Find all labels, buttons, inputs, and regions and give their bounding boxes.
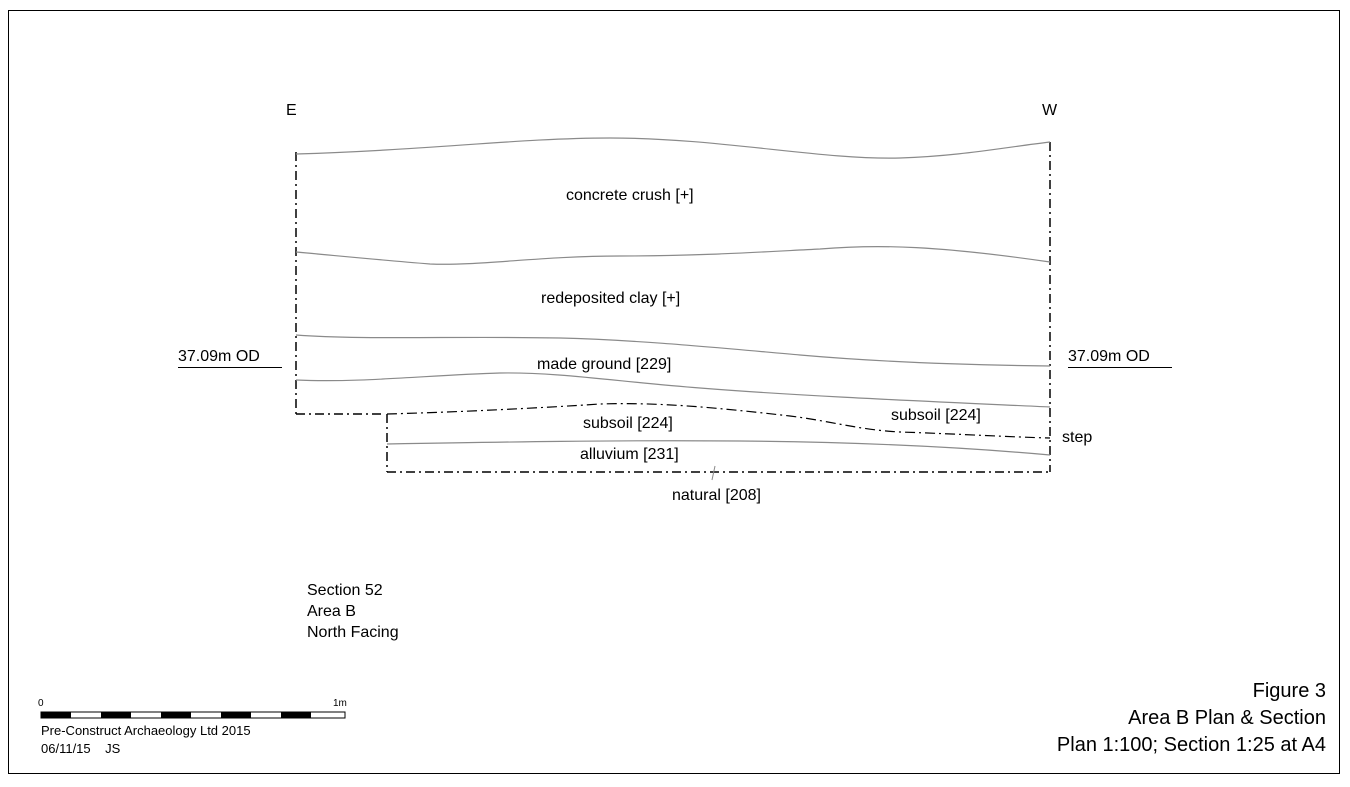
figure-number: Figure 3 — [1252, 680, 1326, 702]
section-info: Section 52 Area B North Facing — [307, 580, 399, 643]
layer-subsoil-left: subsoil [224] — [583, 415, 673, 432]
concrete-base-line — [295, 245, 1051, 265]
ground-surface-line — [295, 137, 1051, 159]
layer-redeposited-clay: redeposited clay [+] — [541, 290, 681, 307]
subsoil-top-dashed-line — [386, 403, 1051, 439]
layer-subsoil-right: subsoil [224] — [891, 407, 981, 424]
datum-right: 37.09m OD — [1068, 349, 1172, 368]
credit-company: Pre-Construct Archaeology Ltd 2015 — [41, 723, 251, 738]
scale-start-label: 0 — [38, 698, 44, 709]
figure-frame — [8, 10, 1340, 774]
clay-base-line — [295, 334, 1051, 367]
made-ground-base-line — [295, 372, 1051, 408]
section-number: Section 52 — [307, 582, 383, 599]
layer-made-ground: made ground [229] — [537, 356, 672, 373]
section-area: Area B — [307, 603, 356, 620]
figure-title: Area B Plan & Section — [1128, 707, 1326, 729]
orientation-west: W — [1042, 102, 1058, 119]
credit-date-author: 06/11/15 JS — [41, 741, 121, 756]
section-facing: North Facing — [307, 624, 399, 641]
step-label: step — [1062, 429, 1093, 446]
scale-bar-graphic — [40, 711, 346, 719]
credit-block: Pre-Construct Archaeology Ltd 2015 06/11… — [41, 722, 251, 758]
layer-alluvium: alluvium [231] — [580, 446, 679, 463]
natural-leader-line — [711, 465, 716, 481]
datum-left: 37.09m OD — [178, 349, 282, 368]
figure-caption: Figure 3 Area B Plan & Section Plan 1:10… — [1057, 678, 1326, 759]
orientation-east: E — [286, 102, 297, 119]
subsoil-base-line — [386, 440, 1051, 456]
layer-concrete-crush: concrete crush [+] — [566, 187, 694, 204]
scale-end-label: 1m — [333, 698, 347, 709]
layer-natural: natural [208] — [672, 487, 761, 504]
figure-scale: Plan 1:100; Section 1:25 at A4 — [1056, 734, 1326, 756]
